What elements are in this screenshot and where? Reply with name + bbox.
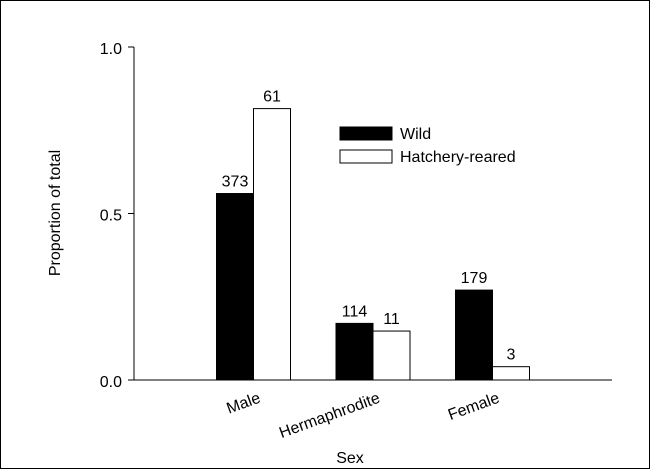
bar [455, 289, 493, 381]
legend-label: Hatchery-reared [400, 149, 516, 166]
y-tick-label: 0.0 [100, 374, 122, 391]
bar [253, 108, 291, 381]
count-label: 11 [383, 311, 400, 328]
legend-swatch [339, 126, 393, 141]
bar [335, 322, 374, 381]
bar [492, 366, 530, 381]
bar [372, 330, 411, 381]
bar [216, 193, 254, 381]
x-axis-label: Sex [336, 450, 364, 467]
count-label: 3 [507, 347, 516, 364]
y-tick-label: 1.0 [100, 41, 122, 58]
count-label: 61 [263, 89, 281, 106]
count-label: 114 [342, 303, 368, 320]
y-axis-label: Proportion of total [47, 150, 64, 276]
count-label: 373 [222, 174, 249, 191]
y-tick-label: 0.5 [100, 208, 122, 225]
legend-swatch [339, 149, 393, 164]
legend-label: Wild [400, 126, 431, 143]
count-label: 179 [461, 270, 488, 287]
